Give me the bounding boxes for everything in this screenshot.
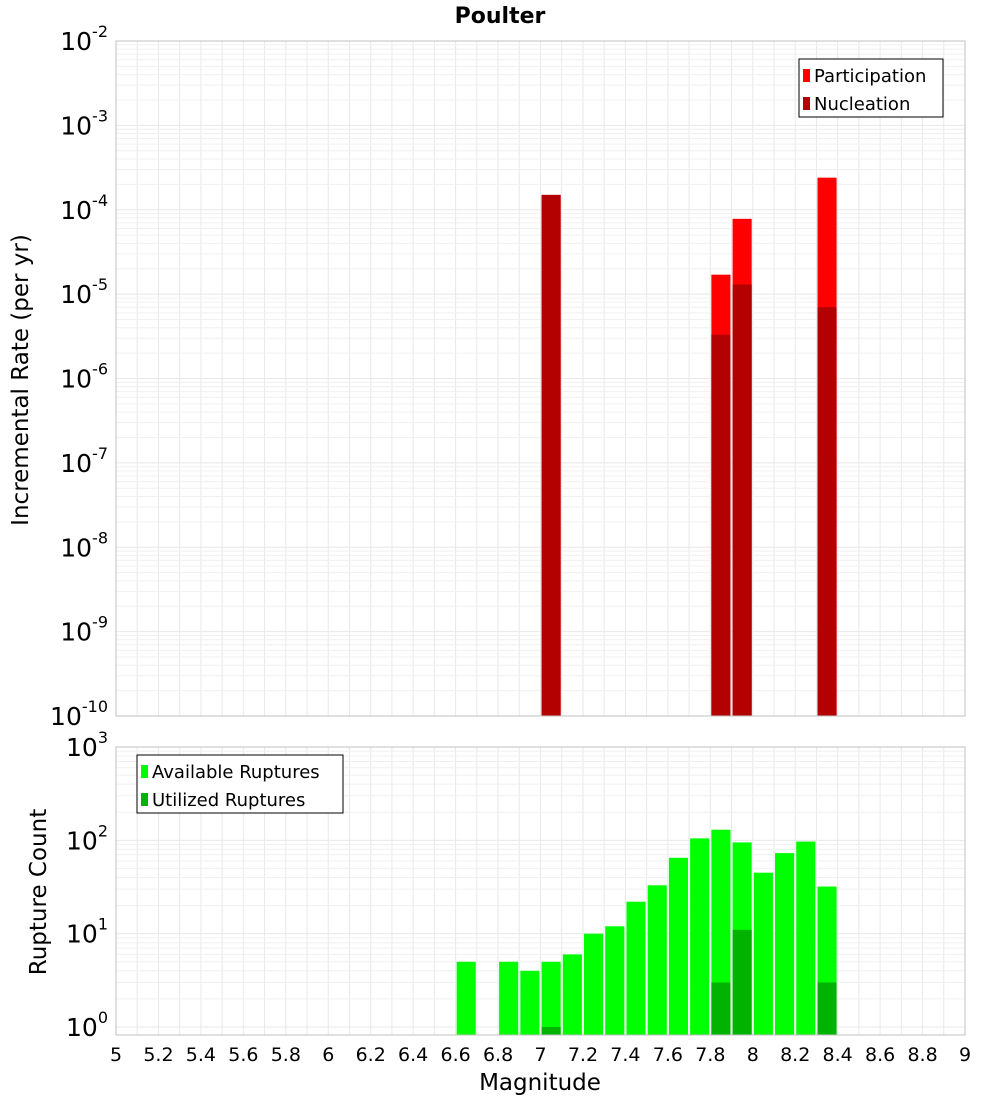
x-tick-label: 5.4 <box>186 1044 216 1066</box>
rate-y-tick-label: 10-7 <box>60 444 108 478</box>
x-tick-label: 5.8 <box>271 1044 301 1066</box>
rate-legend-label: Participation <box>814 66 926 87</box>
x-tick-label: 8.4 <box>823 1044 853 1066</box>
count-y-axis-label: Rupture Count <box>26 809 52 975</box>
rate-y-tick-label: 10-10 <box>50 697 108 731</box>
count-bar-available-ruptures <box>775 853 795 1035</box>
rate-legend-swatch <box>803 97 810 110</box>
rate-bar-nucleation <box>732 284 752 716</box>
x-tick-label: 7.8 <box>695 1044 725 1066</box>
count-bar-available-ruptures <box>499 961 519 1035</box>
count-bar-utilized-ruptures <box>817 982 837 1035</box>
rate-bar-nucleation <box>817 307 837 716</box>
count-bar-available-ruptures <box>753 872 773 1035</box>
rate-y-tick-label: 10-8 <box>60 528 108 562</box>
count-bar-available-ruptures <box>690 838 710 1035</box>
rate-y-tick-label: 10-6 <box>60 360 108 394</box>
rate-y-tick-label: 10-4 <box>60 191 108 225</box>
rate-plot: 10-10 10-9 10-8 10-7 10-6 10-5 10-4 10-3 10-2 Par… <box>50 22 966 731</box>
rate-y-axis-label: Incremental Rate (per yr) <box>8 234 34 526</box>
count-bar-available-ruptures <box>456 961 476 1035</box>
count-bar-available-ruptures <box>562 954 582 1035</box>
count-legend-swatch <box>141 765 148 778</box>
x-tick-label: 6.8 <box>483 1044 513 1066</box>
count-bar-available-ruptures <box>605 926 625 1035</box>
rate-bar-nucleation <box>711 334 731 716</box>
rate-legend <box>798 58 944 118</box>
x-tick-label: 7.6 <box>653 1044 683 1066</box>
rate-plot-frame <box>115 40 966 717</box>
count-bar-available-ruptures <box>520 970 540 1035</box>
count-legend <box>136 754 344 814</box>
rate-y-tick-label: 10-5 <box>60 275 108 309</box>
x-tick-label: 8 <box>747 1044 759 1066</box>
count-bar-utilized-ruptures <box>711 982 731 1035</box>
x-tick-label: 9 <box>959 1044 971 1066</box>
count-bar-available-ruptures <box>647 885 667 1035</box>
count-bar-utilized-ruptures <box>732 929 752 1035</box>
x-tick-label: 6 <box>322 1044 334 1066</box>
count-bar-available-ruptures <box>584 933 604 1035</box>
x-tick-label: 7.2 <box>568 1044 598 1066</box>
rate-y-tick-label: 10-3 <box>60 106 108 140</box>
rate-y-tick-label: 10-9 <box>60 613 108 647</box>
count-y-tick-label: 103 <box>66 728 108 762</box>
x-tick-label: 5 <box>110 1044 122 1066</box>
count-bar-available-ruptures <box>541 961 561 1035</box>
rate-legend-swatch <box>803 69 810 82</box>
count-y-tick-label: 100 <box>66 1008 108 1042</box>
rate-legend-label: Nucleation <box>814 94 910 115</box>
count-bar-available-ruptures <box>668 857 689 1035</box>
count-legend-label: Utilized Ruptures <box>152 790 305 811</box>
count-y-tick-label: 102 <box>66 821 108 855</box>
x-tick-label: 6.6 <box>440 1044 470 1066</box>
count-legend-label: Available Ruptures <box>152 762 320 783</box>
count-y-tick-label: 101 <box>66 915 108 949</box>
x-axis-label: Magnitude <box>479 1070 601 1096</box>
count-legend-swatch <box>141 793 148 806</box>
x-tick-label: 6.4 <box>398 1044 428 1066</box>
x-tick-label: 8.2 <box>780 1044 810 1066</box>
count-plot-frame <box>115 746 966 1036</box>
x-tick-label: 8.8 <box>907 1044 937 1066</box>
count-plot: 100 101 102 103 Available Ruptures Utilized R… <box>66 728 971 1066</box>
x-tick-label: 7 <box>534 1044 546 1066</box>
count-bar-available-ruptures <box>626 901 646 1035</box>
rate-y-tick-label: 10-2 <box>60 22 108 56</box>
x-tick-label: 5.6 <box>228 1044 258 1066</box>
x-tick-label: 5.2 <box>143 1044 173 1066</box>
count-bar-utilized-ruptures <box>541 1027 561 1035</box>
rate-bar-nucleation <box>541 194 561 716</box>
x-tick-label: 8.6 <box>865 1044 895 1066</box>
count-bar-available-ruptures <box>796 841 816 1035</box>
chart-title: Poulter <box>455 4 546 29</box>
x-tick-label: 7.4 <box>610 1044 640 1066</box>
x-tick-label: 6.2 <box>356 1044 386 1066</box>
